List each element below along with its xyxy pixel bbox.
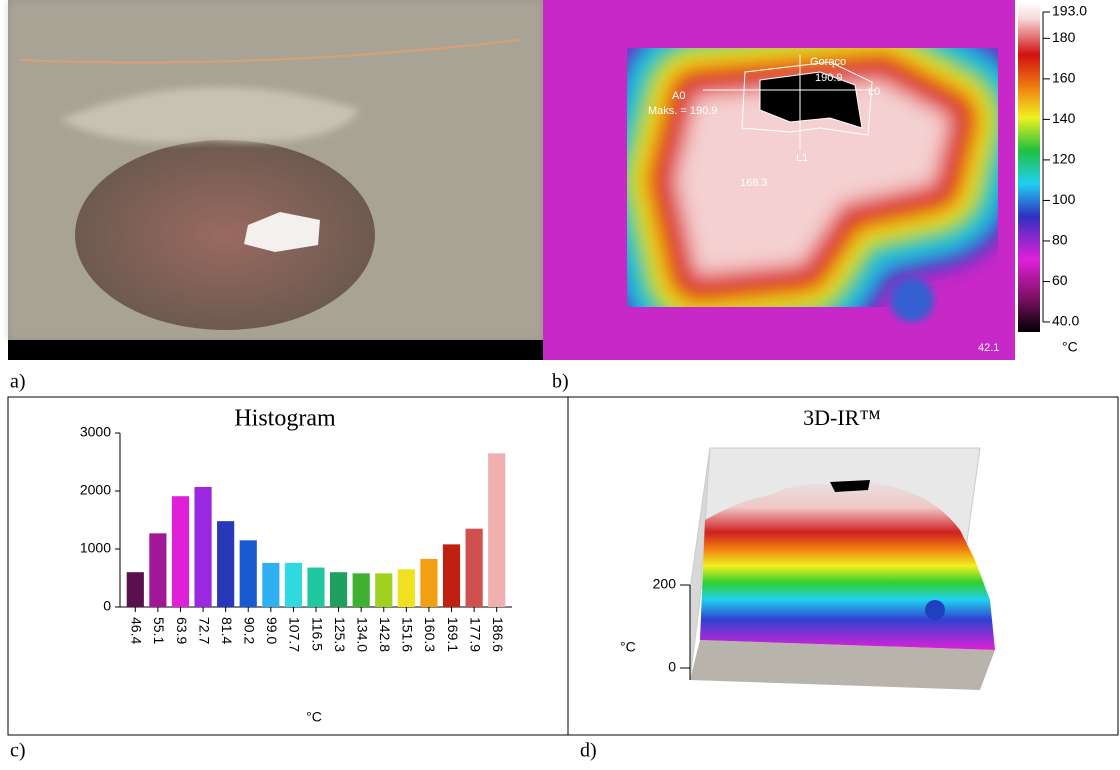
x-tick-label: 72.7 bbox=[196, 617, 212, 644]
y-tick-label: 2000 bbox=[80, 482, 111, 498]
annotation: 42.1 bbox=[978, 342, 999, 354]
figure: a) Gorąco 190.9 A0 Maks. = 190.9 L0 L1 1… bbox=[0, 0, 1120, 765]
x-tick-label: 81.4 bbox=[219, 617, 235, 644]
bar bbox=[127, 572, 144, 607]
bar bbox=[149, 533, 166, 607]
y-tick-label: 0 bbox=[103, 598, 111, 614]
x-tick-label: 169.1 bbox=[445, 617, 461, 652]
colorbar-tick-label: 140 bbox=[1052, 110, 1076, 126]
colorbar-unit: °C bbox=[1062, 339, 1078, 355]
bar bbox=[307, 568, 324, 607]
surface-plot bbox=[690, 448, 995, 690]
annotation: A0 bbox=[672, 90, 685, 102]
x-tick-label: 134.0 bbox=[354, 617, 370, 652]
page: {"panels": {"a": "a)", "b": "b)", "c": "… bbox=[0, 0, 1120, 765]
bar bbox=[172, 496, 189, 607]
bar bbox=[443, 544, 460, 607]
x-tick-label: 46.4 bbox=[129, 617, 145, 644]
bar bbox=[488, 453, 505, 607]
y-tick-label: 1000 bbox=[80, 540, 111, 556]
z-tick-label: 200 bbox=[653, 576, 677, 592]
bar bbox=[285, 563, 302, 607]
bar bbox=[353, 573, 370, 607]
x-tick-label: 90.2 bbox=[242, 617, 258, 644]
bar bbox=[420, 559, 437, 607]
bar bbox=[240, 540, 257, 607]
colorbar-tick-label: 180 bbox=[1052, 29, 1076, 45]
x-tick-label: 177.9 bbox=[467, 617, 483, 652]
bar bbox=[330, 572, 347, 607]
bar bbox=[375, 573, 392, 607]
panel-label: d) bbox=[580, 740, 597, 762]
panel-label: b) bbox=[552, 371, 569, 393]
colorbar-tick-label: 80 bbox=[1052, 232, 1068, 248]
bar bbox=[262, 563, 279, 607]
bar bbox=[217, 521, 234, 607]
panel-label: c) bbox=[10, 740, 26, 762]
colorbar-tick-label: 160 bbox=[1052, 70, 1076, 86]
x-tick-label: 63.9 bbox=[174, 617, 190, 644]
annotation: 168.3 bbox=[740, 177, 768, 189]
colorbar-tick-label: 100 bbox=[1052, 191, 1076, 207]
x-tick-label: 125.3 bbox=[332, 617, 348, 652]
x-tick-label: 99.0 bbox=[264, 617, 280, 644]
x-tick-label: 116.5 bbox=[309, 617, 325, 651]
z-axis-label: °C bbox=[620, 639, 636, 655]
annotation: L0 bbox=[868, 86, 880, 98]
x-tick-label: 160.3 bbox=[422, 617, 438, 652]
photo bbox=[8, 0, 543, 360]
x-tick-label: 186.6 bbox=[490, 617, 506, 652]
bar bbox=[398, 569, 415, 607]
annotation: Gorąco bbox=[810, 56, 846, 68]
x-axis-label: °C bbox=[306, 709, 322, 725]
x-tick-label: 55.1 bbox=[151, 617, 167, 644]
thermal-image bbox=[543, 0, 1040, 360]
colorbar-tick-label: 193.0 bbox=[1052, 3, 1087, 19]
colorbar-tick-label: 60 bbox=[1052, 272, 1068, 288]
x-tick-label: 107.7 bbox=[287, 617, 303, 652]
x-tick-label: 142.8 bbox=[377, 617, 393, 652]
annotation: L1 bbox=[796, 152, 808, 164]
y-tick-label: 3000 bbox=[80, 424, 111, 440]
z-tick-label: 0 bbox=[668, 659, 676, 675]
colorbar-tick-label: 120 bbox=[1052, 151, 1076, 167]
chart-title: Histogram bbox=[234, 406, 336, 432]
surface-title: 3D-IR™ bbox=[803, 405, 881, 430]
colorbar-axis: 40.0 60 80 100 120 140 160 180 193.0 bbox=[1043, 3, 1087, 329]
bar bbox=[466, 529, 483, 607]
x-tick-label: 151.6 bbox=[400, 617, 416, 652]
bar bbox=[194, 487, 211, 607]
annotation: Maks. = 190.9 bbox=[648, 105, 717, 117]
panel-label: a) bbox=[10, 371, 26, 393]
colorbar-tick-label: 40.0 bbox=[1052, 313, 1079, 329]
annotation: 190.9 bbox=[815, 72, 843, 84]
